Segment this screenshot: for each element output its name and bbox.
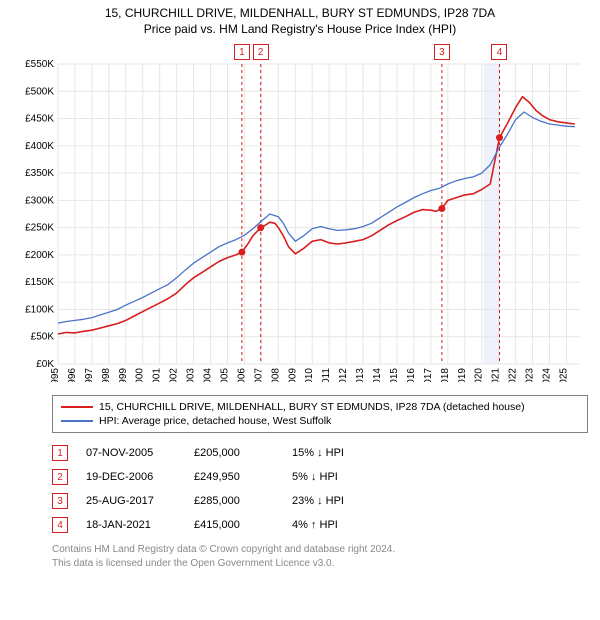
svg-text:2005: 2005 — [219, 368, 230, 382]
transaction-date: 25-AUG-2017 — [86, 495, 176, 507]
transaction-pct-vs-hpi: 4% ↑ HPI — [292, 519, 382, 531]
svg-text:1998: 1998 — [101, 368, 112, 382]
event-marker-box: 4 — [491, 44, 507, 60]
svg-text:2001: 2001 — [152, 368, 163, 382]
footer: Contains HM Land Registry data © Crown c… — [52, 543, 588, 570]
svg-text:2006: 2006 — [236, 368, 247, 382]
legend-item-hpi: HPI: Average price, detached house, West… — [61, 414, 579, 428]
chart-area: £0K£50K£100K£150K£200K£250K£300K£350K£40… — [12, 42, 588, 387]
transaction-price: £249,950 — [194, 471, 274, 483]
svg-text:2010: 2010 — [304, 368, 315, 382]
svg-text:£100K: £100K — [25, 304, 54, 315]
svg-text:2008: 2008 — [270, 368, 281, 382]
svg-text:2003: 2003 — [186, 368, 197, 382]
svg-text:2023: 2023 — [525, 368, 536, 382]
svg-text:2018: 2018 — [440, 368, 451, 382]
svg-text:1997: 1997 — [84, 368, 95, 382]
svg-text:2021: 2021 — [491, 368, 502, 382]
chart-title-address: 15, CHURCHILL DRIVE, MILDENHALL, BURY ST… — [0, 0, 600, 20]
event-marker-box: 2 — [253, 44, 269, 60]
transaction-price: £205,000 — [194, 447, 274, 459]
chart-svg: £0K£50K£100K£150K£200K£250K£300K£350K£40… — [12, 42, 588, 382]
svg-text:£450K: £450K — [25, 114, 54, 125]
footer-line: This data is licensed under the Open Gov… — [52, 557, 588, 571]
transaction-date: 18-JAN-2021 — [86, 519, 176, 531]
svg-text:2025: 2025 — [558, 368, 569, 382]
svg-text:£200K: £200K — [25, 250, 54, 261]
svg-text:£50K: £50K — [31, 332, 55, 343]
svg-text:2002: 2002 — [169, 368, 180, 382]
svg-text:£400K: £400K — [25, 141, 54, 152]
transaction-row: 4 18-JAN-2021 £415,000 4% ↑ HPI — [52, 513, 588, 537]
svg-text:2000: 2000 — [135, 368, 146, 382]
svg-text:2015: 2015 — [389, 368, 400, 382]
transaction-table: 1 07-NOV-2005 £205,000 15% ↓ HPI 2 19-DEC-200… — [52, 441, 588, 537]
svg-text:£150K: £150K — [25, 277, 54, 288]
transaction-index-box: 1 — [52, 445, 68, 461]
transaction-row: 2 19-DEC-2006 £249,950 5% ↓ HPI — [52, 465, 588, 489]
svg-text:2007: 2007 — [253, 368, 264, 382]
svg-text:£250K: £250K — [25, 223, 54, 234]
svg-text:1996: 1996 — [67, 368, 78, 382]
legend-label: HPI: Average price, detached house, West… — [99, 415, 331, 427]
legend: 15, CHURCHILL DRIVE, MILDENHALL, BURY ST… — [52, 395, 588, 433]
svg-text:£300K: £300K — [25, 195, 54, 206]
transaction-pct-vs-hpi: 23% ↓ HPI — [292, 495, 382, 507]
svg-text:2012: 2012 — [338, 368, 349, 382]
svg-text:2017: 2017 — [423, 368, 434, 382]
transaction-row: 3 25-AUG-2017 £285,000 23% ↓ HPI — [52, 489, 588, 513]
svg-text:£350K: £350K — [25, 168, 54, 179]
legend-label: 15, CHURCHILL DRIVE, MILDENHALL, BURY ST… — [99, 401, 525, 413]
transaction-index-box: 3 — [52, 493, 68, 509]
svg-text:2020: 2020 — [474, 368, 485, 382]
transaction-index-box: 4 — [52, 517, 68, 533]
transaction-pct-vs-hpi: 5% ↓ HPI — [292, 471, 382, 483]
svg-text:2014: 2014 — [372, 368, 383, 382]
transaction-index-box: 2 — [52, 469, 68, 485]
svg-text:£500K: £500K — [25, 86, 54, 97]
transaction-row: 1 07-NOV-2005 £205,000 15% ↓ HPI — [52, 441, 588, 465]
transaction-pct-vs-hpi: 15% ↓ HPI — [292, 447, 382, 459]
event-marker-box: 3 — [434, 44, 450, 60]
svg-text:2009: 2009 — [287, 368, 298, 382]
event-marker-box: 1 — [234, 44, 250, 60]
svg-text:1999: 1999 — [118, 368, 129, 382]
svg-text:2016: 2016 — [406, 368, 417, 382]
transaction-date: 19-DEC-2006 — [86, 471, 176, 483]
svg-text:2011: 2011 — [321, 368, 332, 382]
transaction-price: £285,000 — [194, 495, 274, 507]
chart-title-sub: Price paid vs. HM Land Registry's House … — [0, 20, 600, 36]
legend-swatch — [61, 420, 93, 422]
legend-swatch — [61, 406, 93, 408]
transaction-date: 07-NOV-2005 — [86, 447, 176, 459]
transaction-price: £415,000 — [194, 519, 274, 531]
legend-item-price-paid: 15, CHURCHILL DRIVE, MILDENHALL, BURY ST… — [61, 400, 579, 414]
svg-text:£550K: £550K — [25, 59, 54, 70]
svg-text:2013: 2013 — [355, 368, 366, 382]
footer-line: Contains HM Land Registry data © Crown c… — [52, 543, 588, 557]
svg-text:2004: 2004 — [203, 368, 214, 382]
svg-text:2019: 2019 — [457, 368, 468, 382]
svg-text:2024: 2024 — [541, 368, 552, 382]
svg-text:1995: 1995 — [50, 368, 61, 382]
svg-text:2022: 2022 — [508, 368, 519, 382]
